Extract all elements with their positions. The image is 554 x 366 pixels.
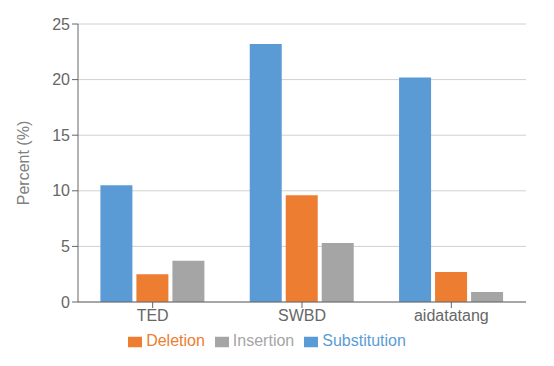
svg-text:5: 5 [61, 238, 70, 255]
svg-text:25: 25 [52, 16, 70, 33]
svg-text:SWBD: SWBD [278, 307, 326, 324]
svg-text:20: 20 [52, 71, 70, 88]
svg-text:10: 10 [52, 182, 70, 199]
svg-text:aidatatang: aidatatang [414, 307, 489, 324]
html-text:Deletion: Deletion [146, 332, 205, 349]
html-text:Substitution: Substitution [322, 332, 406, 349]
svg-text:15: 15 [52, 127, 70, 144]
svg-text:TED: TED [137, 307, 169, 324]
svg-text:0: 0 [61, 294, 70, 311]
svg-text:Percent (%): Percent (%) [15, 121, 32, 205]
html-text:Insertion: Insertion [232, 332, 295, 349]
